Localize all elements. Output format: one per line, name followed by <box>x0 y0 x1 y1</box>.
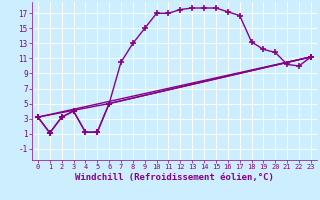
X-axis label: Windchill (Refroidissement éolien,°C): Windchill (Refroidissement éolien,°C) <box>75 173 274 182</box>
